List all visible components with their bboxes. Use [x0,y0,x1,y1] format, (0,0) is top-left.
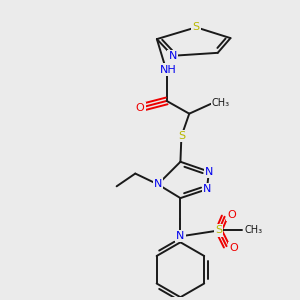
Text: S: S [193,22,200,32]
Text: CH₃: CH₃ [212,98,230,108]
Text: S: S [178,131,185,141]
Text: N: N [205,167,213,177]
Text: N: N [168,51,177,61]
Text: O: O [229,243,238,253]
Text: N: N [203,184,211,194]
Text: N: N [176,231,184,242]
Text: O: O [136,103,145,113]
Text: NH: NH [160,64,177,74]
Text: CH₃: CH₃ [245,226,263,236]
Text: O: O [227,210,236,220]
Text: S: S [215,226,222,236]
Text: N: N [154,179,162,189]
